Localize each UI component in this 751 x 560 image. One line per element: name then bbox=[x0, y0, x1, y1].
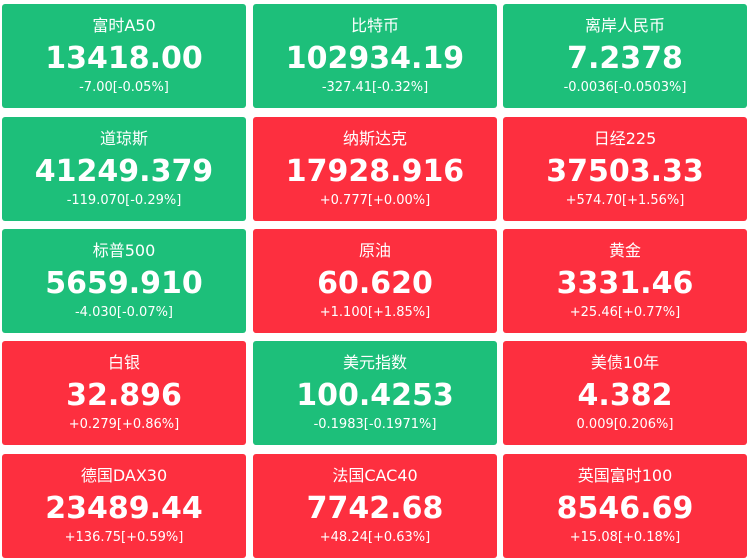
market-tile: 德国DAX30 23489.44 +136.75[+0.59%] bbox=[2, 454, 246, 558]
market-name: 美元指数 bbox=[342, 353, 407, 372]
market-change: -119.070[-0.29%] bbox=[66, 193, 182, 208]
market-name: 标普500 bbox=[92, 241, 156, 260]
market-price: 60.620 bbox=[317, 266, 433, 301]
market-tile: 英国富时100 8546.69 +15.08[+0.18%] bbox=[503, 454, 747, 558]
market-tile: 白银 32.896 +0.279[+0.86%] bbox=[2, 341, 246, 445]
market-change: 0.009[0.206%] bbox=[576, 417, 674, 432]
market-tile: 法国CAC40 7742.68 +48.24[+0.63%] bbox=[253, 454, 497, 558]
market-name: 原油 bbox=[358, 241, 391, 260]
market-tile: 原油 60.620 +1.100[+1.85%] bbox=[253, 229, 497, 333]
market-price: 5659.910 bbox=[45, 266, 203, 301]
market-name: 法国CAC40 bbox=[332, 466, 418, 485]
market-tile: 离岸人民币 7.2378 -0.0036[-0.0503%] bbox=[503, 4, 747, 108]
market-price: 7742.68 bbox=[306, 491, 444, 526]
market-price: 37503.33 bbox=[546, 154, 704, 189]
market-change: -0.1983[-0.1971%] bbox=[313, 417, 437, 432]
market-price: 3331.46 bbox=[556, 266, 694, 301]
market-tile: 比特币 102934.19 -327.41[-0.32%] bbox=[253, 4, 497, 108]
market-price: 32.896 bbox=[66, 378, 182, 413]
market-change: +48.24[+0.63%] bbox=[319, 530, 431, 545]
market-name: 白银 bbox=[107, 353, 140, 372]
market-tile: 纳斯达克 17928.916 +0.777[+0.00%] bbox=[253, 117, 497, 221]
market-price: 17928.916 bbox=[285, 154, 465, 189]
market-tile: 标普500 5659.910 -4.030[-0.07%] bbox=[2, 229, 246, 333]
market-change: -327.41[-0.32%] bbox=[321, 80, 429, 95]
market-price: 7.2378 bbox=[567, 41, 683, 76]
market-name: 日经225 bbox=[593, 129, 657, 148]
market-change: +1.100[+1.85%] bbox=[319, 305, 431, 320]
market-change: -4.030[-0.07%] bbox=[74, 305, 174, 320]
market-tile: 道琼斯 41249.379 -119.070[-0.29%] bbox=[2, 117, 246, 221]
market-change: -0.0036[-0.0503%] bbox=[563, 80, 687, 95]
market-tile: 日经225 37503.33 +574.70[+1.56%] bbox=[503, 117, 747, 221]
market-price: 4.382 bbox=[577, 378, 673, 413]
market-name: 德国DAX30 bbox=[80, 466, 168, 485]
market-change: +25.46[+0.77%] bbox=[569, 305, 681, 320]
market-name: 黄金 bbox=[608, 241, 641, 260]
market-change: -7.00[-0.05%] bbox=[79, 80, 169, 95]
market-name: 离岸人民币 bbox=[584, 16, 665, 35]
market-change: +0.777[+0.00%] bbox=[319, 193, 431, 208]
market-change: +0.279[+0.86%] bbox=[68, 417, 180, 432]
market-tile: 黄金 3331.46 +25.46[+0.77%] bbox=[503, 229, 747, 333]
market-tile: 美元指数 100.4253 -0.1983[-0.1971%] bbox=[253, 341, 497, 445]
market-price: 102934.19 bbox=[285, 41, 465, 76]
market-change: +136.75[+0.59%] bbox=[64, 530, 184, 545]
market-price: 23489.44 bbox=[45, 491, 203, 526]
market-tile: 美债10年 4.382 0.009[0.206%] bbox=[503, 341, 747, 445]
market-price: 8546.69 bbox=[556, 491, 694, 526]
market-name: 富时A50 bbox=[92, 16, 156, 35]
market-change: +15.08[+0.18%] bbox=[569, 530, 681, 545]
market-price: 13418.00 bbox=[45, 41, 203, 76]
market-price: 41249.379 bbox=[34, 154, 214, 189]
market-name: 英国富时100 bbox=[577, 466, 673, 485]
market-change: +574.70[+1.56%] bbox=[565, 193, 685, 208]
market-name: 美债10年 bbox=[590, 353, 660, 372]
market-name: 比特币 bbox=[350, 16, 399, 35]
market-name: 纳斯达克 bbox=[342, 129, 407, 148]
market-name: 道琼斯 bbox=[99, 129, 148, 148]
market-price: 100.4253 bbox=[296, 378, 454, 413]
market-tile: 富时A50 13418.00 -7.00[-0.05%] bbox=[2, 4, 246, 108]
